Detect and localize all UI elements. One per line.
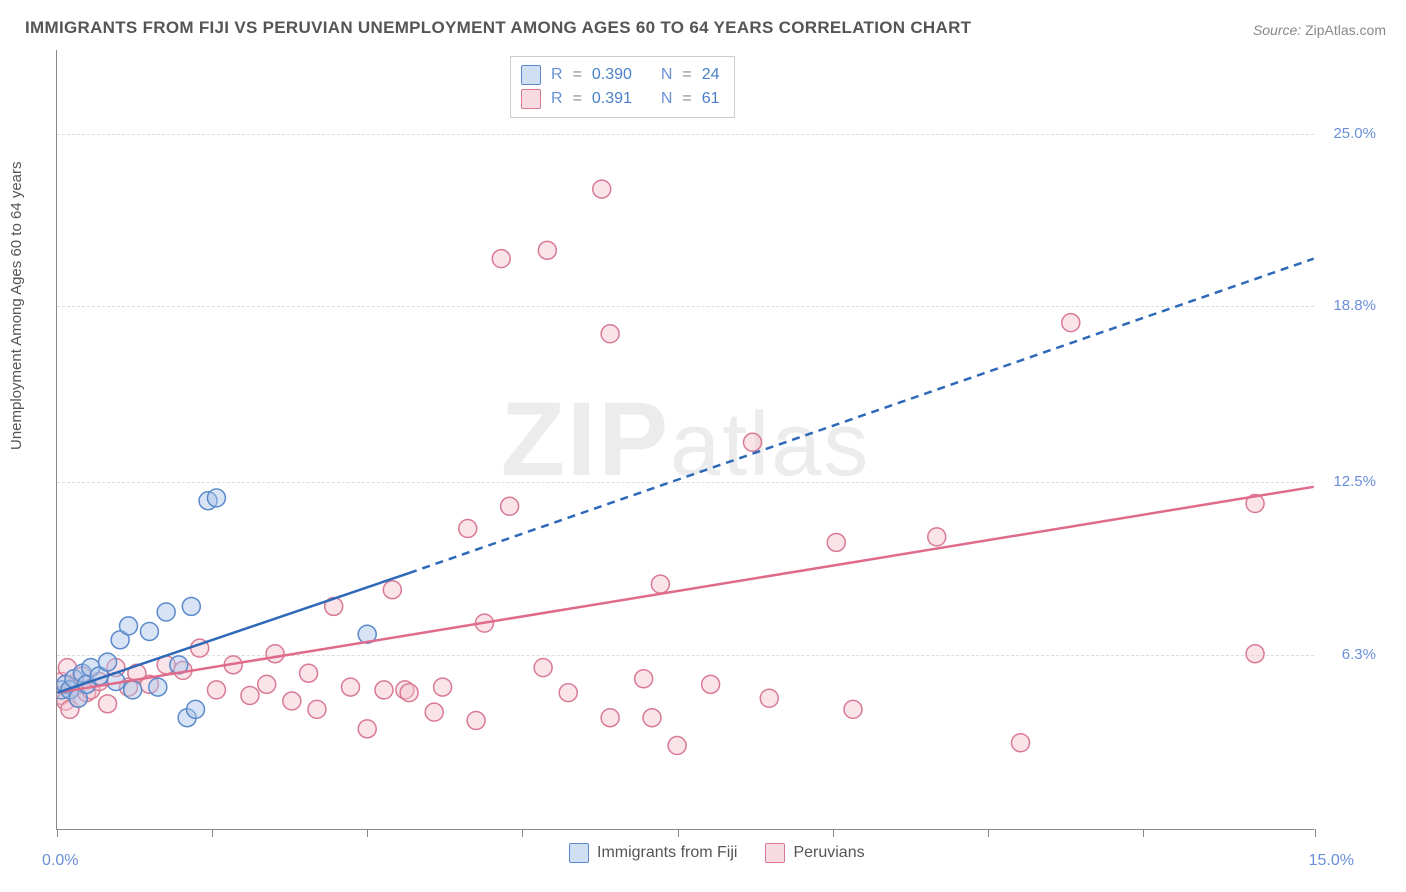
trend-line: [57, 487, 1313, 693]
data-point: [99, 695, 117, 713]
data-point: [559, 684, 577, 702]
x-tick: [678, 829, 679, 837]
data-point: [760, 689, 778, 707]
trend-line: [57, 573, 409, 693]
scatter-svg: [57, 50, 1314, 829]
data-point: [182, 597, 200, 615]
data-point: [383, 581, 401, 599]
data-point: [635, 670, 653, 688]
data-point: [928, 528, 946, 546]
legend-stat-row: R= 0.391 N= 61: [521, 87, 720, 111]
y-axis-label: Unemployment Among Ages 60 to 64 years: [8, 161, 25, 450]
legend-stat-row: R= 0.390 N= 24: [521, 63, 720, 87]
data-point: [501, 497, 519, 515]
data-point: [157, 603, 175, 621]
x-tick: [367, 829, 368, 837]
swatch-pink-icon: [765, 843, 785, 863]
source-value: ZipAtlas.com: [1305, 22, 1386, 38]
data-point: [375, 681, 393, 699]
data-point: [1012, 734, 1030, 752]
swatch-blue-icon: [521, 65, 541, 85]
y-tick-label: 25.0%: [1333, 125, 1376, 142]
data-point: [124, 681, 142, 699]
chart-plot-area: ZIPatlas R= 0.390 N= 24 R= 0.391 N= 61 I…: [56, 50, 1314, 830]
data-point: [702, 675, 720, 693]
x-tick: [212, 829, 213, 837]
y-tick-label: 12.5%: [1333, 473, 1376, 490]
data-point: [425, 703, 443, 721]
data-point: [434, 678, 452, 696]
stat-R-blue: 0.390: [592, 63, 632, 87]
legend-bottom: Immigrants from Fiji Peruvians: [569, 843, 865, 863]
legend-label-pink: Peruvians: [793, 844, 864, 862]
data-point: [99, 653, 117, 671]
data-point: [241, 686, 259, 704]
data-point: [744, 433, 762, 451]
x-tick: [833, 829, 834, 837]
data-point: [300, 664, 318, 682]
source-label: Source:: [1253, 22, 1301, 38]
data-point: [207, 681, 225, 699]
x-axis-max-label: 15.0%: [1309, 852, 1354, 870]
data-point: [668, 737, 686, 755]
stat-N-pink: 61: [702, 87, 720, 111]
data-point: [601, 325, 619, 343]
swatch-blue-icon: [569, 843, 589, 863]
data-point: [827, 533, 845, 551]
data-point: [358, 720, 376, 738]
data-point: [459, 520, 477, 538]
data-point: [538, 241, 556, 259]
trend-line: [409, 259, 1314, 573]
legend-stats-box: R= 0.390 N= 24 R= 0.391 N= 61: [510, 56, 735, 118]
chart-title: IMMIGRANTS FROM FIJI VS PERUVIAN UNEMPLO…: [25, 18, 971, 38]
data-point: [593, 180, 611, 198]
data-point: [643, 709, 661, 727]
data-point: [120, 617, 138, 635]
data-point: [258, 675, 276, 693]
data-point: [492, 250, 510, 268]
data-point: [400, 684, 418, 702]
data-point: [140, 622, 158, 640]
data-point: [149, 678, 167, 696]
stat-N-blue: 24: [702, 63, 720, 87]
data-point: [467, 712, 485, 730]
x-axis-min-label: 0.0%: [42, 852, 78, 870]
data-point: [266, 645, 284, 663]
swatch-pink-icon: [521, 89, 541, 109]
legend-label-blue: Immigrants from Fiji: [597, 844, 737, 862]
x-tick: [1143, 829, 1144, 837]
stat-R-pink: 0.391: [592, 87, 632, 111]
y-tick-label: 18.8%: [1333, 297, 1376, 314]
data-point: [207, 489, 225, 507]
data-point: [844, 700, 862, 718]
data-point: [534, 659, 552, 677]
y-tick-label: 6.3%: [1342, 646, 1376, 663]
legend-item: Peruvians: [765, 843, 864, 863]
x-tick: [522, 829, 523, 837]
data-point: [187, 700, 205, 718]
data-point: [341, 678, 359, 696]
legend-item: Immigrants from Fiji: [569, 843, 737, 863]
data-point: [1062, 314, 1080, 332]
source-attribution: Source: ZipAtlas.com: [1253, 22, 1386, 38]
x-tick: [1315, 829, 1316, 837]
x-tick: [57, 829, 58, 837]
data-point: [601, 709, 619, 727]
x-tick: [988, 829, 989, 837]
data-point: [283, 692, 301, 710]
data-point: [651, 575, 669, 593]
data-point: [1246, 645, 1264, 663]
data-point: [308, 700, 326, 718]
